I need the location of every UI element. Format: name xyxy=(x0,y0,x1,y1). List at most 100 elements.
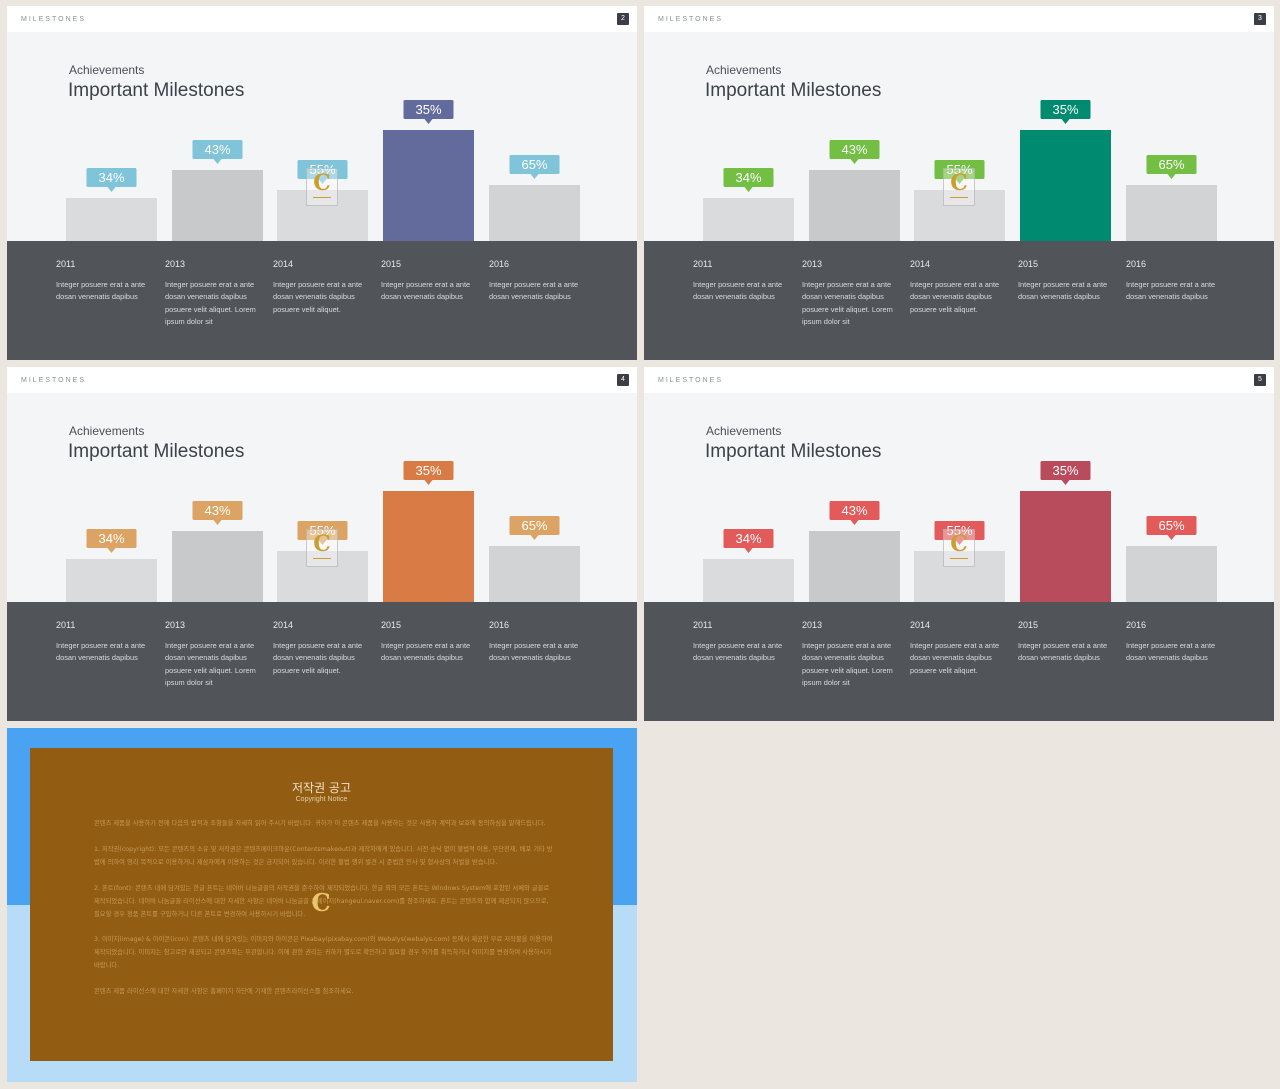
value-label-pointer xyxy=(213,159,222,164)
value-label-2013: 43% xyxy=(829,501,880,525)
slide-header: MILESTONES 5 xyxy=(644,367,1274,393)
year-label: 2014 xyxy=(910,620,931,630)
value-label-pointer xyxy=(107,187,116,192)
year-description: Integer posuere erat a ante dosan venena… xyxy=(273,280,363,314)
bar-chart: 34% 43% 55% 35% 65% xyxy=(703,461,1217,602)
section-tag: MILESTONES xyxy=(21,16,86,23)
notice-body: 콘텐츠 제품을 사용하기 전에 다음의 법적과 조항들을 자세히 읽어 주시기 … xyxy=(94,818,554,1012)
slide-number-badge: 4 xyxy=(617,374,629,386)
slide-2: MILESTONES 2 Achievements Important Mile… xyxy=(7,6,637,360)
slide-5: MILESTONES 5 Achievements Important Mile… xyxy=(644,367,1274,721)
value-label-text: 43% xyxy=(204,503,230,518)
timeline-column: 2015 Integer posuere erat a ante dosan ve… xyxy=(381,620,481,665)
year-label: 2016 xyxy=(1126,259,1147,269)
value-label-2011: 34% xyxy=(86,168,137,192)
year-description: Integer posuere erat a ante dosan venena… xyxy=(381,641,471,663)
year-description: Integer posuere erat a ante dosan venena… xyxy=(165,641,256,687)
slide-kicker: Achievements xyxy=(706,63,782,77)
year-description: Integer posuere erat a ante dosan venena… xyxy=(56,280,146,302)
slide-number-badge: 3 xyxy=(1254,13,1266,25)
section-tag: MILESTONES xyxy=(658,16,723,23)
year-label: 2015 xyxy=(381,259,402,269)
notice-paragraph: 콘텐츠 제품을 사용하기 전에 다음의 법적과 조항들을 자세히 읽어 주시기 … xyxy=(94,820,546,827)
year-description: Integer posuere erat a ante dosan venena… xyxy=(910,280,1000,314)
year-label: 2011 xyxy=(56,620,76,630)
value-label-pointer xyxy=(1061,119,1070,124)
value-label-2011: 34% xyxy=(723,529,774,553)
watermark-logo-icon: C xyxy=(311,888,331,917)
notice-paragraph: 콘텐츠 제품 라이선스에 대한 자세한 사항은 홈페이지 하단에 기재한 콘텐츠… xyxy=(94,988,354,996)
slide-header: MILESTONES 4 xyxy=(7,367,637,393)
year-label: 2013 xyxy=(802,259,823,269)
year-description: Integer posuere erat a ante dosan venena… xyxy=(56,641,146,663)
value-label-text: 34% xyxy=(98,170,124,185)
value-label-2016: 65% xyxy=(509,155,560,179)
value-label-pointer xyxy=(1061,480,1070,485)
value-label-2013: 43% xyxy=(192,140,243,164)
slide-kicker: Achievements xyxy=(706,424,782,438)
value-label-pointer xyxy=(744,187,753,192)
value-label-text: 65% xyxy=(1158,157,1184,172)
value-label-pointer xyxy=(107,548,116,553)
timeline-band: 2011 Integer posuere erat a ante dosan ve… xyxy=(7,602,637,721)
year-label: 2013 xyxy=(165,620,186,630)
bar-2011 xyxy=(66,198,157,241)
notice-paragraph: 1. 저작권(copyright): 모든 콘텐츠의 소유 및 저작권은 콘텐츠… xyxy=(94,845,553,866)
slide-title: Important Milestones xyxy=(68,441,245,462)
value-label-pointer xyxy=(318,540,327,545)
value-label-pointer xyxy=(955,540,964,545)
bar-2016 xyxy=(489,185,580,241)
value-label-text: 55% xyxy=(946,523,972,538)
value-label-text: 43% xyxy=(204,142,230,157)
bar-2016 xyxy=(1126,546,1217,602)
slide-title: Important Milestones xyxy=(705,441,882,462)
value-label-box xyxy=(86,529,137,548)
year-label: 2014 xyxy=(910,259,931,269)
year-label: 2015 xyxy=(381,620,402,630)
value-label-pointer xyxy=(744,548,753,553)
value-label-pointer xyxy=(850,520,859,525)
timeline-column: 2016 Integer posuere erat a ante dosan ve… xyxy=(1126,620,1226,665)
value-label-box xyxy=(192,501,243,520)
value-label-box xyxy=(829,501,880,520)
value-label-2014: 55% xyxy=(297,160,348,184)
value-label-text: 55% xyxy=(309,162,335,177)
value-label-box xyxy=(192,140,243,159)
timeline-column: 2013 Integer posuere erat a ante dosan ve… xyxy=(802,620,902,689)
value-label-box xyxy=(1040,461,1091,480)
value-label-pointer xyxy=(955,179,964,184)
slide-kicker: Achievements xyxy=(69,424,145,438)
timeline-column: 2013 Integer posuere erat a ante dosan ve… xyxy=(165,259,265,328)
timeline-column: 2015 Integer posuere erat a ante dosan ve… xyxy=(1018,259,1118,304)
year-description: Integer posuere erat a ante dosan venena… xyxy=(165,280,256,326)
value-label-box xyxy=(934,160,985,179)
year-label: 2016 xyxy=(1126,620,1147,630)
watermark-logo-icon: C xyxy=(306,529,338,567)
year-description: Integer posuere erat a ante dosan venena… xyxy=(381,280,471,302)
slide-number-badge: 5 xyxy=(1254,374,1266,386)
value-label-text: 43% xyxy=(841,142,867,157)
timeline-column: 2013 Integer posuere erat a ante dosan ve… xyxy=(802,259,902,328)
year-label: 2016 xyxy=(489,259,510,269)
bar-2013 xyxy=(809,531,900,602)
year-label: 2014 xyxy=(273,620,294,630)
timeline-column: 2015 Integer posuere erat a ante dosan ve… xyxy=(381,259,481,304)
year-description: Integer posuere erat a ante dosan venena… xyxy=(802,280,893,326)
value-label-box xyxy=(403,100,454,119)
year-description: Integer posuere erat a ante dosan venena… xyxy=(910,641,1000,675)
bar-chart: 34% 43% 55% 35% 65% xyxy=(66,100,580,241)
timeline-column: 2014 Integer posuere erat a ante dosan ve… xyxy=(273,259,373,316)
value-label-text: 34% xyxy=(735,170,761,185)
value-label-2014: 55% xyxy=(934,521,985,545)
value-label-box xyxy=(1146,155,1197,174)
year-label: 2014 xyxy=(273,259,294,269)
bar-2011 xyxy=(703,559,794,602)
value-label-2011: 34% xyxy=(723,168,774,192)
section-tag: MILESTONES xyxy=(21,377,86,384)
year-label: 2011 xyxy=(693,259,713,269)
value-label-pointer xyxy=(318,179,327,184)
year-description: Integer posuere erat a ante dosan venena… xyxy=(693,641,783,663)
value-label-pointer xyxy=(213,520,222,525)
bar-2014 xyxy=(277,551,368,602)
value-label-text: 65% xyxy=(1158,518,1184,533)
